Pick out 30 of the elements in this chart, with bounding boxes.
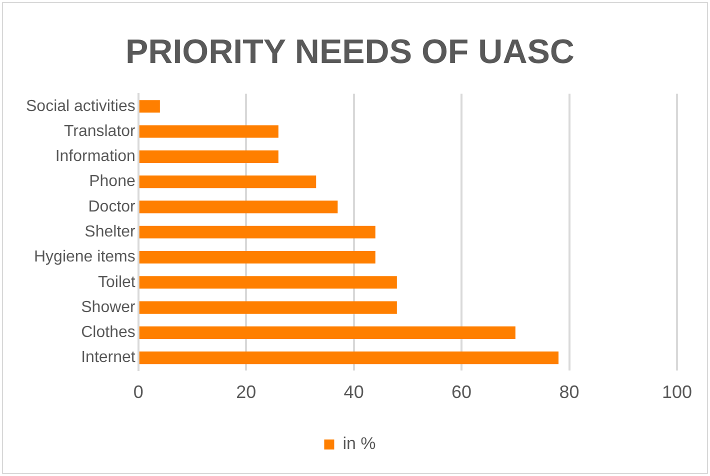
legend-label: in % (342, 434, 376, 454)
y-tick-label: Clothes (81, 324, 136, 342)
bar (139, 352, 559, 364)
y-tick-label: Toilet (98, 274, 136, 291)
bar (139, 176, 316, 188)
bar (139, 226, 376, 238)
bar (139, 301, 397, 314)
y-tick-label: Hygiene items (34, 248, 136, 266)
x-tick-label: 40 (344, 382, 364, 402)
y-tick-label: Translator (64, 122, 136, 140)
bar (139, 250, 376, 264)
x-tick-label: 60 (452, 382, 472, 402)
y-tick-label: Information (55, 148, 136, 166)
bar (139, 150, 278, 163)
x-tick-label: 0 (133, 382, 144, 402)
bar (139, 326, 516, 339)
y-tick-label: Social activities (26, 98, 136, 115)
y-tick-label: Internet (81, 349, 136, 366)
bar (139, 276, 397, 289)
bar (139, 200, 338, 214)
x-tick-label: 100 (662, 382, 692, 402)
y-tick-label: Phone (89, 173, 136, 190)
y-tick-label: Doctor (88, 198, 136, 216)
x-tick-label: 20 (236, 382, 256, 402)
bar (139, 100, 160, 113)
x-tick-label: 80 (559, 382, 580, 402)
y-tick-label: Shower (81, 298, 136, 316)
y-tick-label: Shelter (84, 224, 136, 241)
bar (139, 125, 278, 138)
chart-title: PRIORITY NEEDS OF UASC (126, 32, 574, 71)
